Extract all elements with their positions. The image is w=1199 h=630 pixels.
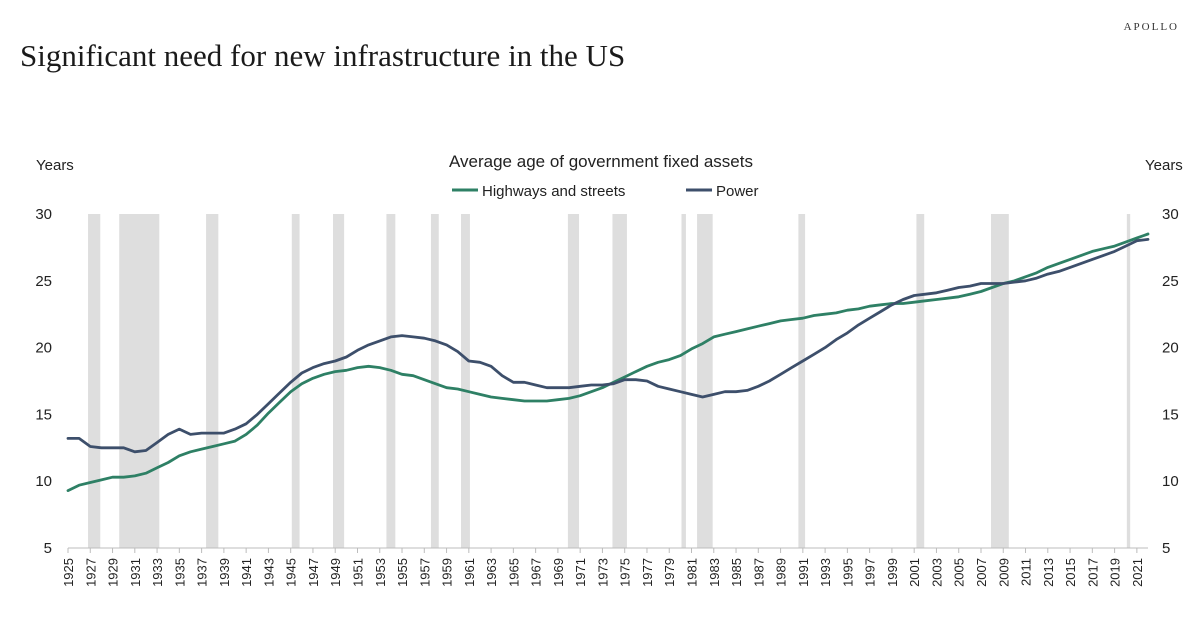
x-tick-label-2003: 2003 bbox=[929, 558, 944, 587]
x-tick-label-1931: 1931 bbox=[128, 558, 143, 587]
recession-band-12 bbox=[798, 214, 806, 548]
y-tick-label-right-30: 30 bbox=[1162, 206, 1179, 223]
y-tick-label-right-10: 10 bbox=[1162, 473, 1179, 490]
x-tick-label-2017: 2017 bbox=[1085, 558, 1100, 587]
page-title: Significant need for new infrastructure … bbox=[20, 38, 626, 73]
x-tick-label-2013: 2013 bbox=[1041, 558, 1056, 587]
series-line-highways-and-streets bbox=[66, 232, 1150, 492]
brand-logo-text: APOLLO bbox=[1123, 21, 1179, 33]
x-tick-label-1957: 1957 bbox=[417, 558, 432, 587]
x-tick-label-1977: 1977 bbox=[640, 558, 655, 587]
recession-shading-layer bbox=[88, 214, 1131, 548]
x-tick-label-1995: 1995 bbox=[840, 558, 855, 587]
x-tick-label-1949: 1949 bbox=[328, 558, 343, 587]
x-tick-label-1945: 1945 bbox=[284, 558, 299, 587]
x-tick-label-2009: 2009 bbox=[996, 558, 1011, 587]
x-tick-label-1965: 1965 bbox=[506, 558, 521, 587]
x-tick-label-1947: 1947 bbox=[306, 558, 321, 587]
recession-band-11 bbox=[697, 214, 713, 548]
x-tick-label-1969: 1969 bbox=[551, 558, 566, 587]
x-tick-label-1973: 1973 bbox=[595, 558, 610, 587]
x-tick-label-1983: 1983 bbox=[707, 558, 722, 587]
y-axis-label-left: Years bbox=[36, 157, 74, 174]
x-tick-label-1971: 1971 bbox=[573, 558, 588, 587]
recession-band-1 bbox=[119, 214, 160, 548]
x-tick-label-2005: 2005 bbox=[952, 558, 967, 587]
y-tick-label-right-25: 25 bbox=[1162, 273, 1179, 290]
axes: 5 5 10 10 15 15 20 20 25 25 30 30 1925 1927 1929 1931 19… bbox=[35, 206, 1178, 587]
x-tick-label-1963: 1963 bbox=[484, 558, 499, 587]
x-tick-label-1987: 1987 bbox=[751, 558, 766, 587]
y-tick-label-right-15: 15 bbox=[1162, 406, 1179, 423]
x-tick-label-1925: 1925 bbox=[61, 558, 76, 587]
x-tick-label-1929: 1929 bbox=[106, 558, 121, 587]
x-tick-label-1941: 1941 bbox=[239, 558, 254, 587]
x-tick-label-1997: 1997 bbox=[863, 558, 878, 587]
legend: Highways and streets Power bbox=[452, 183, 759, 200]
x-tick-label-1959: 1959 bbox=[440, 558, 455, 587]
recession-band-5 bbox=[386, 214, 396, 548]
y-tick-label-right-20: 20 bbox=[1162, 340, 1179, 357]
y-tick-label-left-15: 15 bbox=[35, 406, 52, 423]
x-tick-label-1981: 1981 bbox=[685, 558, 700, 587]
x-tick-label-1933: 1933 bbox=[150, 558, 165, 587]
x-tick-label-1955: 1955 bbox=[395, 558, 410, 587]
x-tick-label-2011: 2011 bbox=[1019, 558, 1034, 586]
y-tick-label-left-10: 10 bbox=[35, 473, 52, 490]
y-tick-label-left-5: 5 bbox=[44, 540, 52, 557]
legend-label-highways: Highways and streets bbox=[482, 183, 625, 200]
recession-band-10 bbox=[681, 214, 686, 548]
series-line-power bbox=[66, 238, 1150, 454]
recession-band-6 bbox=[430, 214, 439, 548]
chart-title: Average age of government fixed assets bbox=[449, 152, 753, 171]
x-tick-label-1943: 1943 bbox=[261, 558, 276, 587]
x-tick-label-1979: 1979 bbox=[662, 558, 677, 587]
x-tick-label-1999: 1999 bbox=[885, 558, 900, 587]
x-tick-label-1985: 1985 bbox=[729, 558, 744, 587]
recession-band-2 bbox=[206, 214, 219, 548]
recession-band-7 bbox=[461, 214, 470, 548]
x-tick-label-1939: 1939 bbox=[217, 558, 232, 587]
x-tick-label-1927: 1927 bbox=[83, 558, 98, 587]
y-axis-label-right: Years bbox=[1145, 157, 1183, 174]
x-tick-label-1991: 1991 bbox=[796, 558, 811, 587]
recession-band-3 bbox=[291, 214, 300, 548]
recession-band-14 bbox=[991, 214, 1009, 548]
recession-band-13 bbox=[916, 214, 925, 548]
x-tick-label-1961: 1961 bbox=[462, 558, 477, 587]
legend-label-power: Power bbox=[716, 183, 759, 200]
x-tick-label-2021: 2021 bbox=[1130, 558, 1145, 587]
recession-band-8 bbox=[567, 214, 580, 548]
x-tick-label-1935: 1935 bbox=[172, 558, 187, 587]
x-tick-label-2007: 2007 bbox=[974, 558, 989, 587]
x-tick-label-1953: 1953 bbox=[373, 558, 388, 587]
recession-band-4 bbox=[332, 214, 345, 548]
recession-band-15 bbox=[1126, 214, 1131, 548]
y-tick-label-left-30: 30 bbox=[35, 206, 52, 223]
y-tick-label-left-20: 20 bbox=[35, 340, 52, 357]
y-tick-label-right-5: 5 bbox=[1162, 540, 1170, 557]
x-tick-label-2001: 2001 bbox=[907, 558, 922, 587]
x-tick-label-2015: 2015 bbox=[1063, 558, 1078, 587]
x-tick-label-1937: 1937 bbox=[195, 558, 210, 587]
series-layer bbox=[66, 232, 1150, 492]
recession-band-0 bbox=[88, 214, 101, 548]
x-tick-label-1993: 1993 bbox=[818, 558, 833, 587]
y-tick-label-left-25: 25 bbox=[35, 273, 52, 290]
x-tick-label-1967: 1967 bbox=[529, 558, 544, 587]
x-tick-label-1951: 1951 bbox=[350, 558, 365, 587]
x-tick-label-1975: 1975 bbox=[618, 558, 633, 587]
x-tick-label-1989: 1989 bbox=[774, 558, 789, 587]
x-tick-label-2019: 2019 bbox=[1108, 558, 1123, 587]
